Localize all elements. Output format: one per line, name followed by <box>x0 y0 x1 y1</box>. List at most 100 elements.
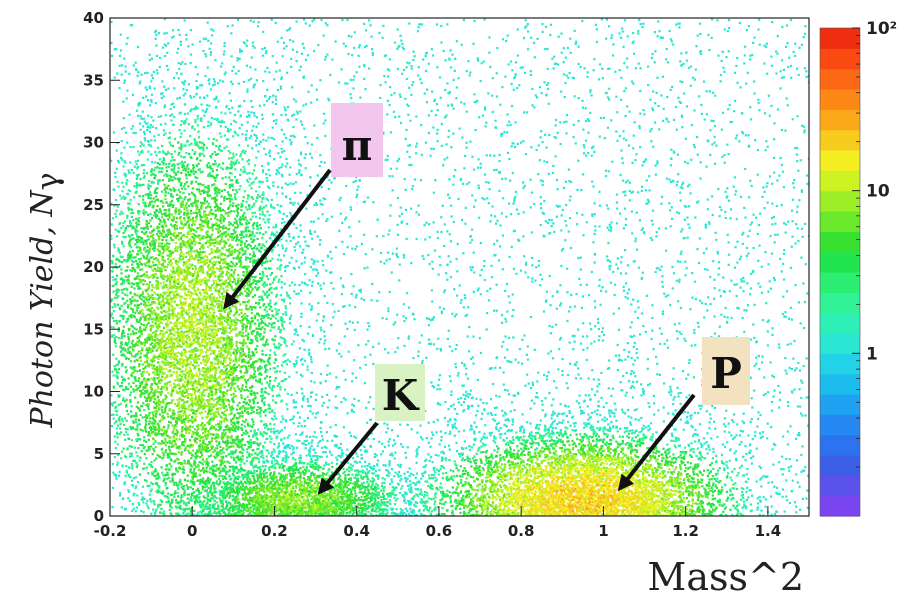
density-cell <box>317 282 319 284</box>
density-cell <box>463 430 465 432</box>
density-cell <box>621 27 623 29</box>
density-cell <box>787 443 789 445</box>
density-cell <box>399 93 401 95</box>
density-cell <box>618 354 620 356</box>
density-cell <box>662 76 664 78</box>
density-cell <box>513 198 515 200</box>
density-cell <box>784 357 786 359</box>
density-cell <box>548 173 550 175</box>
density-cell <box>481 474 483 476</box>
density-cell <box>742 290 744 292</box>
density-cell <box>166 153 168 155</box>
density-cell <box>517 239 519 241</box>
density-cell <box>498 154 500 156</box>
density-cell <box>308 442 310 444</box>
density-cell <box>140 356 142 358</box>
density-cell <box>324 135 326 137</box>
density-cell <box>333 311 335 313</box>
density-cell <box>234 193 236 195</box>
density-cell <box>687 223 689 225</box>
density-cell <box>804 466 806 468</box>
density-cell <box>667 61 669 63</box>
density-cell <box>696 202 698 204</box>
density-cell <box>565 224 567 226</box>
density-cell <box>619 359 621 361</box>
density-cell <box>711 487 713 489</box>
density-cell <box>523 335 525 337</box>
density-cell <box>167 427 169 429</box>
density-cell <box>684 205 686 207</box>
density-cell <box>480 167 482 169</box>
density-cell <box>656 163 658 165</box>
density-cell <box>622 180 624 182</box>
density-cell <box>561 370 563 372</box>
density-cell <box>263 331 265 333</box>
density-cell <box>210 42 212 44</box>
density-cell <box>623 227 625 229</box>
density-cell <box>636 381 638 383</box>
density-cell <box>708 427 710 429</box>
density-cell <box>797 405 799 407</box>
density-cell <box>464 398 466 400</box>
density-cell <box>269 150 271 152</box>
density-cell <box>547 222 549 224</box>
density-cell <box>265 414 267 416</box>
density-cell <box>485 122 487 124</box>
density-cell <box>121 64 123 66</box>
density-cell <box>179 307 181 309</box>
density-cell <box>728 254 730 256</box>
density-cell <box>525 25 527 27</box>
density-cell <box>199 155 201 157</box>
density-cell <box>672 180 674 182</box>
density-cell <box>744 54 746 56</box>
density-cell <box>359 367 361 369</box>
density-cell <box>183 198 185 200</box>
density-cell <box>629 182 631 184</box>
density-cell <box>303 75 305 77</box>
density-cell <box>184 92 186 94</box>
density-cell <box>295 487 297 489</box>
density-cell <box>451 313 453 315</box>
density-cell <box>480 398 482 400</box>
density-cell <box>800 159 802 161</box>
density-cell <box>181 379 183 381</box>
density-cell <box>557 132 559 134</box>
density-cell <box>712 214 714 216</box>
density-cell <box>626 66 628 68</box>
density-cell <box>269 368 271 370</box>
density-cell <box>488 36 490 38</box>
density-cell <box>195 80 197 82</box>
density-cell <box>265 241 267 243</box>
density-cell <box>403 303 405 305</box>
density-cell <box>473 271 475 273</box>
density-cell <box>301 281 303 283</box>
density-cell <box>150 116 152 118</box>
density-cell <box>587 118 589 120</box>
density-cell <box>262 213 264 215</box>
density-cell <box>358 55 360 57</box>
density-cell <box>251 248 253 250</box>
density-cell <box>513 200 515 202</box>
density-cell <box>728 241 730 243</box>
density-cell <box>368 67 370 69</box>
density-cell <box>418 66 420 68</box>
density-cell <box>459 127 461 129</box>
density-cell <box>456 40 458 42</box>
density-cell <box>731 419 733 421</box>
density-cell <box>421 334 423 336</box>
density-cell <box>241 424 243 426</box>
density-cell <box>747 304 749 306</box>
density-cell <box>273 78 275 80</box>
density-cell <box>791 246 793 248</box>
density-cell <box>735 137 737 139</box>
density-cell <box>234 196 236 198</box>
density-cell <box>321 396 323 398</box>
density-cell <box>501 133 503 135</box>
density-cell <box>771 327 773 329</box>
density-cell <box>242 384 244 386</box>
density-cell <box>547 352 549 354</box>
density-cell <box>687 237 689 239</box>
density-cell <box>376 300 378 302</box>
density-cell <box>115 199 117 201</box>
density-cell <box>754 435 756 437</box>
